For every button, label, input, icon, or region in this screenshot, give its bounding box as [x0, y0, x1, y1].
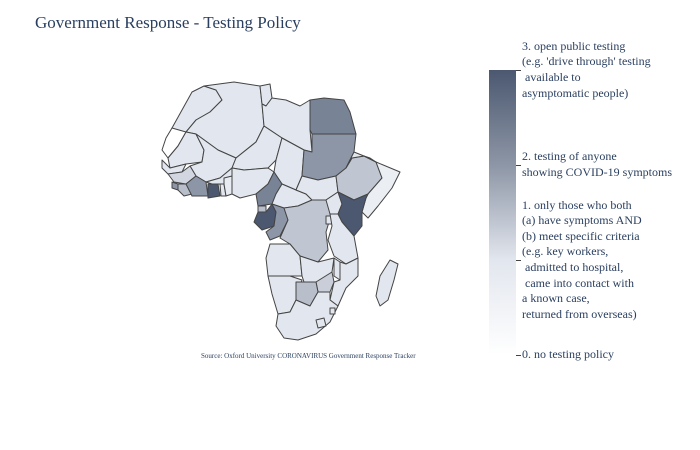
colorbar-tick-label: 3. open public testing (e.g. 'drive thro…: [522, 38, 651, 100]
colorbar-gradient: [489, 70, 516, 355]
region-benin[interactable]: [223, 175, 233, 197]
colorbar-tick-mark: [516, 69, 521, 71]
region-lesotho[interactable]: [315, 317, 327, 329]
region-equatorial-guinea[interactable]: [257, 205, 267, 213]
colorbar-tick-mark: [516, 354, 521, 356]
chart-title: Government Response - Testing Policy: [35, 13, 301, 32]
region-egypt[interactable]: [309, 97, 357, 135]
source-note: Source: Oxford University CORONAVIRUS Go…: [201, 352, 416, 360]
colorbar-tick-label: 1. only those who both (a) have symptoms…: [522, 197, 642, 321]
colorbar: [489, 70, 516, 355]
region-sierra-leone[interactable]: [171, 181, 179, 191]
region-liberia[interactable]: [177, 183, 193, 197]
region-eswatini[interactable]: [329, 307, 336, 315]
colorbar-tick-label: 0. no testing policy: [522, 347, 614, 362]
region-angola[interactable]: [265, 243, 303, 277]
region-dr-congo[interactable]: [279, 199, 333, 263]
region-malawi[interactable]: [333, 257, 341, 281]
region-kenya[interactable]: [337, 191, 369, 237]
colorbar-tick-label: 2. testing of anyone showing COVID-19 sy…: [522, 149, 673, 179]
colorbar-tick-mark: [516, 259, 521, 261]
region-somalia[interactable]: [361, 161, 401, 219]
region-djibouti[interactable]: [363, 155, 377, 163]
region-cote-divoire[interactable]: [185, 175, 209, 197]
region-ghana[interactable]: [207, 183, 221, 199]
region-south-africa[interactable]: [275, 291, 339, 341]
region-madagascar[interactable]: [375, 259, 399, 307]
colorbar-tick-mark: [516, 164, 521, 166]
